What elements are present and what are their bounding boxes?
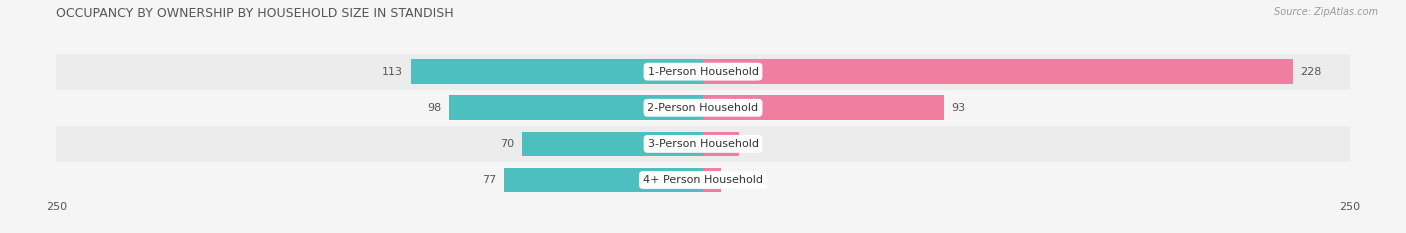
Text: 113: 113 (382, 67, 404, 77)
FancyBboxPatch shape (56, 162, 1350, 198)
FancyBboxPatch shape (56, 126, 1350, 162)
Text: Source: ZipAtlas.com: Source: ZipAtlas.com (1274, 7, 1378, 17)
Text: 1-Person Household: 1-Person Household (648, 67, 758, 77)
Text: 228: 228 (1301, 67, 1322, 77)
Text: 98: 98 (427, 103, 441, 113)
Text: OCCUPANCY BY OWNERSHIP BY HOUSEHOLD SIZE IN STANDISH: OCCUPANCY BY OWNERSHIP BY HOUSEHOLD SIZE… (56, 7, 454, 20)
Text: 3-Person Household: 3-Person Household (648, 139, 758, 149)
Text: 93: 93 (952, 103, 966, 113)
Bar (703, 96, 943, 120)
Text: 70: 70 (501, 139, 515, 149)
FancyBboxPatch shape (56, 54, 1350, 90)
Bar (411, 59, 703, 84)
Bar (703, 132, 740, 156)
Bar (703, 168, 721, 192)
Bar (503, 168, 703, 192)
FancyBboxPatch shape (56, 90, 1350, 126)
Bar (703, 59, 1294, 84)
Text: 2-Person Household: 2-Person Household (647, 103, 759, 113)
Text: 4+ Person Household: 4+ Person Household (643, 175, 763, 185)
Text: 77: 77 (482, 175, 496, 185)
Text: 7: 7 (728, 175, 735, 185)
Bar (522, 132, 703, 156)
Text: 14: 14 (747, 139, 761, 149)
Bar (450, 96, 703, 120)
